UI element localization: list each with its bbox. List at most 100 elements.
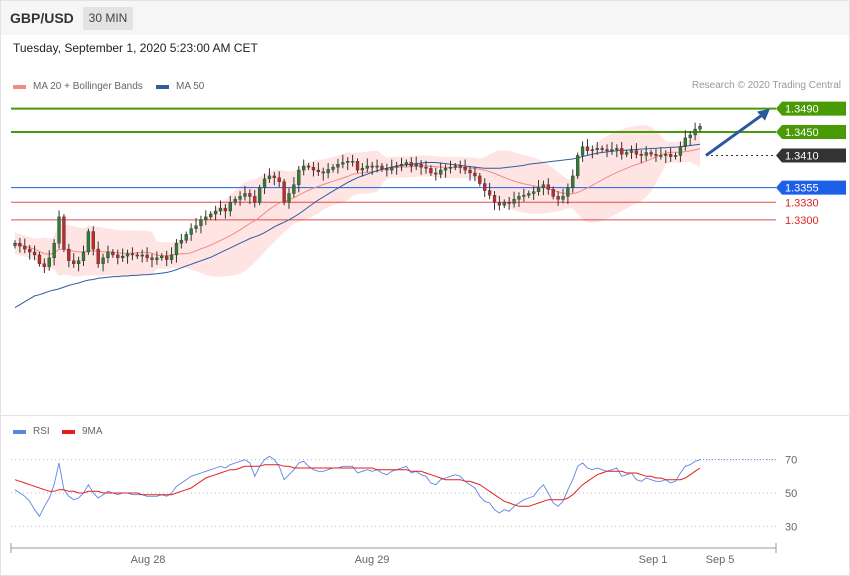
candle: [434, 167, 438, 181]
candle-body: [28, 248, 32, 253]
candle: [527, 190, 531, 199]
candle-body: [394, 165, 399, 168]
candle: [72, 253, 76, 268]
candle: [624, 149, 629, 158]
candle: [67, 243, 71, 268]
candle: [502, 199, 506, 209]
candle-body: [346, 161, 350, 163]
candle: [468, 165, 472, 181]
candle-body: [86, 231, 91, 253]
candle: [213, 205, 218, 221]
candle: [698, 123, 702, 133]
candle-body: [91, 231, 95, 250]
candle: [306, 163, 311, 171]
candle: [590, 145, 595, 159]
candle: [150, 253, 154, 268]
candle: [458, 160, 462, 174]
candle-body: [302, 165, 306, 171]
candle: [91, 226, 95, 256]
candle: [399, 157, 404, 172]
candle: [580, 141, 585, 162]
candle-body: [458, 165, 462, 168]
candle: [282, 178, 286, 206]
candle-body: [561, 196, 565, 200]
candle: [287, 188, 291, 209]
candle: [571, 169, 575, 193]
candle: [262, 173, 267, 195]
candle: [52, 239, 56, 266]
candle-body: [204, 216, 208, 221]
candle-body: [47, 257, 51, 267]
candle: [253, 189, 257, 208]
candle-body: [688, 134, 692, 139]
credit-label: Research © 2020 Trading Central: [691, 80, 841, 91]
candle: [160, 253, 164, 261]
date-time-label: Tuesday, September 1, 2020 5:23:00 AM CE…: [13, 41, 258, 55]
candle-body: [228, 202, 232, 212]
candle-body: [512, 199, 516, 204]
candle-body: [248, 193, 252, 197]
candle-body: [585, 146, 590, 151]
legend-rsi-label: RSI: [33, 426, 50, 437]
candle-body: [536, 187, 541, 192]
candle: [23, 238, 27, 254]
candle: [404, 159, 409, 168]
candle-body: [541, 184, 546, 188]
candle: [600, 145, 604, 153]
candle-body: [380, 165, 384, 170]
candle-body: [179, 240, 184, 244]
candle-body: [199, 219, 203, 226]
candle-body: [439, 169, 443, 175]
candle-body: [468, 169, 472, 174]
candle: [380, 163, 384, 172]
x-tick-label: Aug 28: [131, 554, 166, 566]
candle: [634, 143, 639, 159]
candle: [390, 159, 394, 175]
x-tick-label: Sep 1: [639, 554, 668, 566]
candle-body: [169, 254, 174, 260]
candle: [517, 192, 521, 207]
candle-body: [292, 184, 296, 194]
candle-body: [18, 243, 22, 247]
timeframe-button[interactable]: 30 MIN: [83, 7, 133, 30]
candle: [546, 178, 550, 195]
candle-body: [620, 148, 624, 155]
candle: [355, 158, 360, 173]
candle: [629, 145, 634, 159]
candle: [62, 213, 66, 252]
candle-body: [165, 255, 169, 260]
candle: [238, 191, 242, 206]
candle: [96, 241, 100, 268]
candle: [32, 245, 37, 261]
candle-body: [189, 228, 193, 235]
candle: [243, 185, 247, 201]
candle-body: [130, 253, 135, 256]
candle-body: [664, 154, 668, 156]
candle-body: [375, 165, 379, 168]
candle: [439, 162, 443, 179]
candle-body: [576, 155, 580, 177]
candle-body: [218, 207, 223, 212]
forecast-arrow-head: [757, 108, 770, 121]
candle: [595, 141, 599, 155]
candle: [302, 159, 306, 176]
candle-body: [385, 168, 389, 171]
ma50-line: [14, 143, 701, 309]
candle-body: [517, 196, 521, 200]
candle: [531, 186, 536, 200]
candle: [130, 247, 135, 261]
candle: [120, 248, 125, 262]
candle-body: [326, 169, 330, 174]
level-tag-label: 1.3450: [785, 127, 819, 139]
candle: [649, 149, 653, 158]
candle-body: [272, 175, 276, 178]
candle-body: [678, 146, 683, 156]
level-tag: [776, 180, 846, 195]
level-tag-label: 1.3355: [785, 183, 819, 195]
rsi-tick-label: 30: [785, 521, 797, 533]
candle: [463, 159, 467, 175]
candle-body: [174, 243, 179, 256]
candle: [566, 183, 570, 205]
legend-ma50: MA 50: [156, 81, 204, 92]
candle-body: [390, 166, 394, 171]
